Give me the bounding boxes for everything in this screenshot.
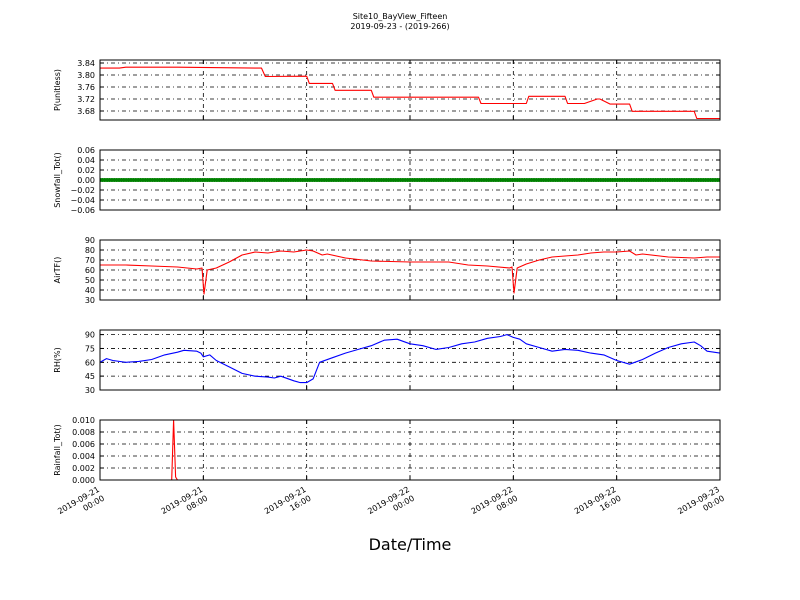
plot-frame bbox=[99, 239, 721, 301]
x-axis-tick-labels: 2019-09-2100:00 2019-09-2108:00 2019-09-21… bbox=[56, 485, 726, 525]
y-tick-label: 3.72 bbox=[77, 95, 95, 104]
y-tick-label: 0.004 bbox=[72, 452, 95, 461]
y-tick-label: 45 bbox=[85, 372, 95, 381]
y-tick-label: 0.06 bbox=[77, 146, 95, 155]
y-tick-label: 0.010 bbox=[72, 416, 95, 425]
plot-frame bbox=[99, 59, 721, 121]
subplot-2: 0.060.040.020.00−0.02−0.04−0.06 Snowfall_… bbox=[53, 146, 721, 215]
y-tick-label: 30 bbox=[85, 296, 95, 305]
y-tick-label: 80 bbox=[85, 246, 95, 255]
plot-frame bbox=[99, 419, 721, 481]
y-tick-label: −0.06 bbox=[70, 206, 95, 215]
plot-frame bbox=[99, 149, 721, 211]
x-tick-label: 2019-09-2116:00 bbox=[263, 485, 313, 525]
y-tick-label: 0.02 bbox=[77, 166, 95, 175]
x-axis-label: Date/Time bbox=[369, 535, 452, 554]
y-tick-label: 3.76 bbox=[77, 83, 95, 92]
y-tick-label: 0.000 bbox=[72, 476, 95, 485]
y-tick-label: 3.68 bbox=[77, 107, 95, 116]
y-tick-label: 90 bbox=[85, 331, 95, 340]
series-line bbox=[100, 334, 720, 384]
series-line bbox=[100, 249, 720, 295]
x-tick-label: 2019-09-2216:00 bbox=[573, 485, 623, 525]
figure-subtitle: 2019-09-23 - (2019-266) bbox=[350, 22, 449, 31]
y-tick-label: 0.002 bbox=[72, 464, 95, 473]
y-tick-label: 70 bbox=[85, 256, 95, 265]
y-tick-label: 40 bbox=[85, 286, 95, 295]
subplot-1: 3.84 3.80 3.76 3.72 3.68 P(unitless) bbox=[53, 59, 721, 121]
y-tick-label: −0.04 bbox=[70, 196, 95, 205]
x-tick-label: 2019-09-2100:00 bbox=[56, 485, 106, 525]
x-tick-label: 2019-09-2208:00 bbox=[470, 485, 520, 525]
subplot-stack: 3.843.803.763.723.68P(unitless)0.060.040… bbox=[53, 59, 721, 485]
series-line bbox=[100, 66, 720, 120]
y-tick-label: 30 bbox=[85, 386, 95, 395]
y-tick-label: −0.02 bbox=[70, 186, 95, 195]
y-tick-label: 50 bbox=[85, 276, 95, 285]
x-tick-label: 2019-09-2108:00 bbox=[160, 485, 210, 525]
subplot-5: 0.010 0.008 0.006 0.004 0.002 0.000 Rainfall_T… bbox=[53, 416, 721, 485]
series-line bbox=[100, 420, 720, 480]
y-tick-label: 60 bbox=[85, 358, 95, 367]
y-axis-label: Rainfall_Tot() bbox=[53, 424, 62, 476]
y-tick-label: 0.04 bbox=[77, 156, 95, 165]
subplot-4: 90 75 60 45 30 RH(%) bbox=[53, 329, 721, 395]
y-tick-label: 0.008 bbox=[72, 428, 95, 437]
y-axis-label: RH(%) bbox=[53, 347, 62, 372]
y-axis-label: P(unitless) bbox=[53, 69, 62, 111]
y-axis-label: Snowfall_Tot() bbox=[53, 152, 62, 208]
plot-frame bbox=[99, 329, 721, 391]
x-tick-label: 2019-09-2200:00 bbox=[366, 485, 416, 525]
y-tick-label: 0.00 bbox=[77, 176, 95, 185]
y-tick-label: 90 bbox=[85, 236, 95, 245]
y-axis-label: AirTF() bbox=[53, 257, 62, 284]
y-tick-label: 3.84 bbox=[77, 59, 95, 68]
figure-title: Site10_BayView_Fifteen bbox=[353, 12, 448, 21]
y-tick-label: 75 bbox=[85, 344, 95, 353]
y-tick-label: 0.006 bbox=[72, 440, 95, 449]
x-tick-label: 2019-09-2300:00 bbox=[676, 485, 726, 525]
y-tick-label: 60 bbox=[85, 266, 95, 275]
y-tick-label: 3.80 bbox=[77, 71, 95, 80]
